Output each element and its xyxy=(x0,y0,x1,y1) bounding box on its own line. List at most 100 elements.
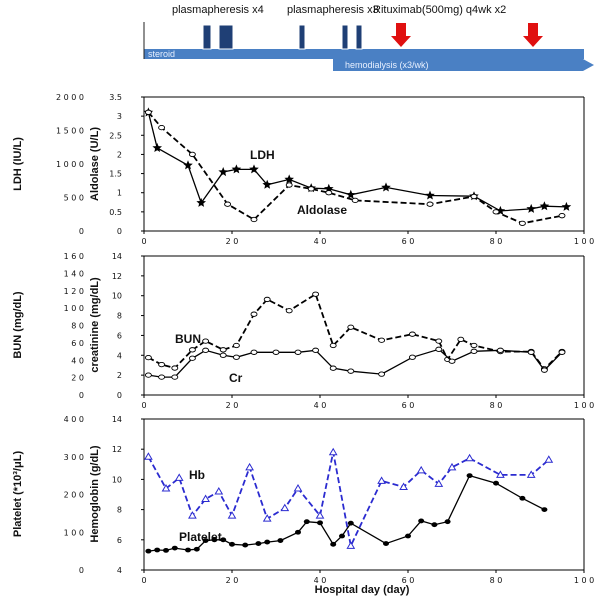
x-tick-label: 0 xyxy=(141,576,146,585)
left-tick-label: 0 xyxy=(79,391,84,400)
hb-point xyxy=(262,514,272,522)
bun-creatinine-chart: BUN (mg/dL) creatinine (mg/dL) BUN Cr 0 2… xyxy=(12,252,594,410)
ldh-line xyxy=(147,112,567,212)
platelet-point xyxy=(185,547,191,553)
cr-point xyxy=(408,354,416,360)
bun-point xyxy=(171,365,179,371)
platelet-point xyxy=(493,480,499,486)
left-tick-label: 1 0 0 xyxy=(64,304,84,313)
left-tick-label: 1 0 0 xyxy=(64,528,84,537)
hb-point xyxy=(174,473,184,481)
plasmapheresis-x3-label: plasmapheresis x3 xyxy=(287,4,379,16)
creatinine-axis-title: creatinine (mg/dL) xyxy=(89,277,101,373)
cr-point xyxy=(435,346,443,352)
cr-point xyxy=(448,358,456,364)
aldolase-point xyxy=(558,213,566,219)
platelet-point xyxy=(255,541,262,546)
ldh-point xyxy=(262,179,272,189)
x-tick-label: 2 0 xyxy=(226,237,239,246)
hb-point xyxy=(447,462,457,471)
platelet-point xyxy=(466,473,473,479)
right-tick-label: 0.5 xyxy=(109,208,122,217)
right-tick-label: 4 xyxy=(117,351,122,360)
platelet-point xyxy=(145,548,152,554)
cr-point xyxy=(272,349,280,355)
bun-line xyxy=(147,292,563,371)
bun-point xyxy=(263,296,271,303)
x-tick-label: 2 0 xyxy=(226,401,239,410)
platelet-point xyxy=(418,518,425,524)
platelet-point xyxy=(220,537,227,543)
aldolase-point xyxy=(224,201,232,207)
left-tick-label: 6 0 xyxy=(71,339,84,348)
x-axis-title: Hospital day (day) xyxy=(315,584,410,596)
bun-point xyxy=(329,342,337,349)
hb-point xyxy=(280,503,290,512)
cr-line xyxy=(148,348,563,378)
platelet-point xyxy=(405,533,411,539)
left-tick-label: 1 2 0 xyxy=(64,287,84,296)
cr-point xyxy=(527,349,535,355)
hemodialysis-label: hemodialysis (x3/wk) xyxy=(345,60,429,70)
aldolase-point xyxy=(351,197,359,204)
hb-point xyxy=(346,541,356,549)
ldh-axis-title: LDH (IU/L) xyxy=(12,137,24,191)
hb-point xyxy=(315,511,325,519)
cr-point xyxy=(540,367,548,373)
bun-series-label: BUN xyxy=(175,332,201,346)
hb-point xyxy=(544,455,554,463)
hb-point xyxy=(245,462,254,471)
bun-point xyxy=(470,342,478,349)
bun-point xyxy=(285,308,293,314)
x-tick-label: 0 xyxy=(141,401,146,410)
steroid-label: steroid xyxy=(148,49,175,59)
x-tick-label: 6 0 xyxy=(402,576,415,585)
hemoglobin-axis-title: Hemoglobin (g/dL) xyxy=(89,445,101,542)
plasmapheresis-session-2 xyxy=(218,24,234,50)
platelet-point xyxy=(154,547,161,553)
aldolase-point xyxy=(470,193,478,200)
right-tick-label: 1 xyxy=(117,189,122,198)
platelet-axis-title: Platelet (*10³/μL) xyxy=(12,451,24,538)
plasmapheresis-session-5 xyxy=(355,24,363,50)
platelet-point xyxy=(202,538,209,543)
bun-point xyxy=(435,338,443,344)
bun-point xyxy=(378,337,386,343)
ldh-point xyxy=(196,197,206,207)
plasmapheresis-session-1 xyxy=(202,24,212,50)
ldh-point xyxy=(526,203,536,213)
right-tick-label: 14 xyxy=(112,252,122,261)
platelet-point xyxy=(347,520,354,526)
left-tick-label: 4 0 xyxy=(71,356,84,365)
right-tick-label: 3.5 xyxy=(109,93,122,102)
cr-point xyxy=(171,374,179,380)
ldh-point xyxy=(425,190,435,200)
right-tick-label: 2 xyxy=(117,371,122,380)
aldolase-point xyxy=(188,151,196,158)
plasmapheresis-x4-label: plasmapheresis x4 xyxy=(172,4,264,16)
left-tick-label: 1 5 0 0 xyxy=(56,127,84,136)
right-tick-label: 8 xyxy=(117,312,122,321)
left-tick-label: 8 0 xyxy=(71,322,84,331)
cr-point xyxy=(347,368,355,374)
cr-point xyxy=(558,349,566,355)
ldh-point xyxy=(152,142,162,152)
left-tick-label: 2 0 0 0 xyxy=(56,93,84,102)
ldh-point xyxy=(381,182,391,192)
aldolase-point xyxy=(285,182,293,188)
ldh-point xyxy=(231,164,242,174)
x-tick-label: 8 0 xyxy=(490,401,503,410)
bun-point xyxy=(250,311,258,317)
ldh-aldolase-chart: LDH (IU/L) Aldolase (U/L) LDH Aldolase 0… xyxy=(12,93,594,246)
hb-point xyxy=(293,483,303,492)
platelet-point xyxy=(193,546,200,552)
hb-line xyxy=(147,452,550,549)
x-tick-label: 6 0 xyxy=(402,401,415,410)
right-tick-label: 6 xyxy=(117,331,122,340)
hb-point xyxy=(526,470,536,478)
left-tick-label: 3 0 0 xyxy=(64,453,84,462)
aldolase-point xyxy=(325,190,333,196)
x-tick-label: 4 0 xyxy=(314,401,327,410)
platelet-point xyxy=(339,533,345,539)
